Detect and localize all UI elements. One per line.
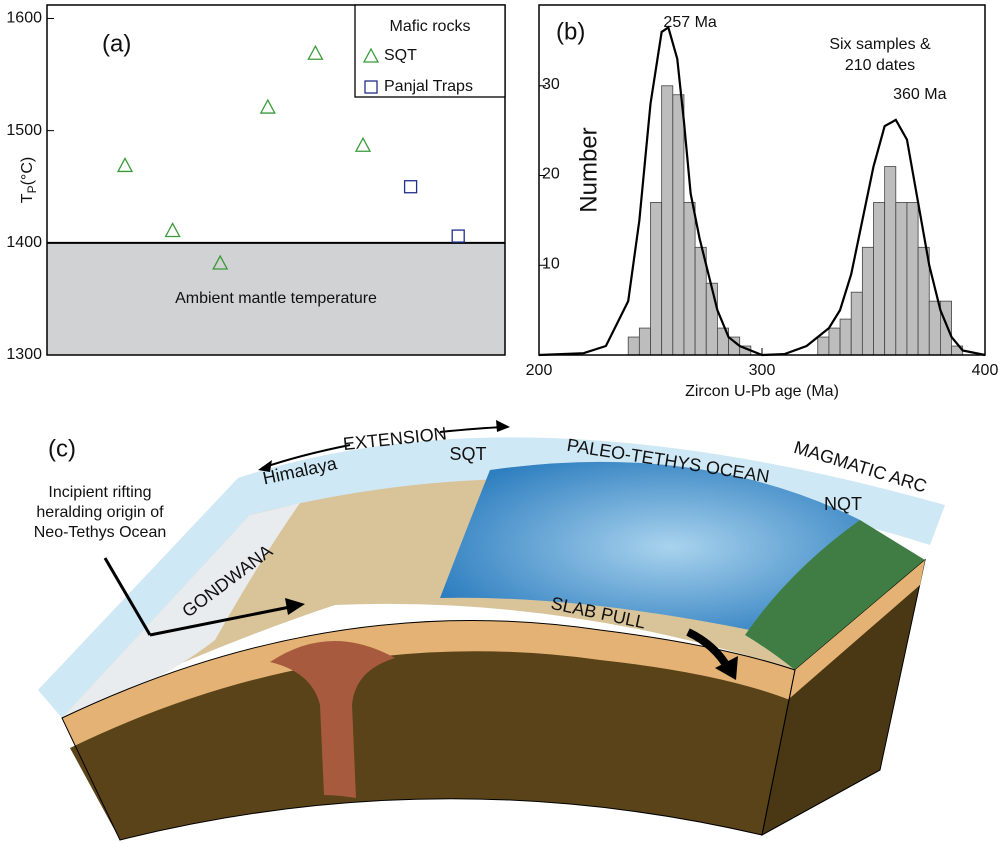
bar <box>896 202 907 355</box>
label: NQT <box>824 494 862 514</box>
legend-label: Panjal Traps <box>384 78 473 95</box>
label: SQT <box>449 444 486 464</box>
note: Neo-Tethys Ocean <box>34 524 167 541</box>
x-tick-label: 300 <box>749 362 776 379</box>
note: heralding origin of <box>36 504 164 521</box>
arrowhead <box>496 420 510 432</box>
panel-label: (c) <box>48 435 76 462</box>
y-tick-label: 1600 <box>6 10 42 27</box>
legend-label: SQT <box>384 47 417 64</box>
bar <box>862 247 873 355</box>
bar <box>885 167 896 355</box>
bar <box>695 247 706 355</box>
y-tick-label: 1400 <box>6 234 42 251</box>
bar <box>651 202 662 355</box>
bar <box>929 301 940 355</box>
bar <box>829 328 840 355</box>
peak-label: 360 Ma <box>893 86 946 103</box>
point <box>308 46 322 59</box>
y-tick-label: 1500 <box>6 122 42 139</box>
point <box>356 138 370 151</box>
bar <box>639 328 650 355</box>
peak-label: 257 Ma <box>663 14 716 31</box>
bar <box>628 337 639 355</box>
y-tick-label: 1300 <box>6 346 42 363</box>
note: Incipient rifting <box>48 484 151 501</box>
y-tick-label: 30 <box>542 76 560 93</box>
y-label-part: (°C) <box>19 157 36 186</box>
bar <box>918 247 929 355</box>
panel-label: (b) <box>556 18 585 45</box>
y-label: Number <box>575 127 602 212</box>
bar <box>818 337 829 355</box>
y-label-part: T <box>19 193 36 203</box>
y-tick-label: 20 <box>542 166 560 183</box>
panel-label: (a) <box>102 30 131 57</box>
bar <box>662 86 673 355</box>
x-tick-label: 400 <box>972 362 999 379</box>
y-label: TP(°C) <box>19 157 39 203</box>
note: Six samples & <box>829 36 931 53</box>
bar <box>684 202 695 355</box>
note: 210 dates <box>845 57 915 74</box>
bar <box>840 319 851 355</box>
bar <box>706 283 717 355</box>
x-label: Zircon U-Pb age (Ma) <box>685 383 839 400</box>
x-tick-label: 200 <box>526 362 553 379</box>
legend-title: Mafic rocks <box>390 18 471 35</box>
point <box>261 100 275 113</box>
point <box>452 230 464 242</box>
bar <box>851 292 862 355</box>
bar <box>874 202 885 355</box>
figure: (c) EXTENSION Himalaya SQT PALEO-TETHYS … <box>0 0 999 843</box>
y-label-part: P <box>25 185 39 193</box>
point <box>405 181 417 193</box>
arrow <box>440 427 505 432</box>
y-tick-label: 10 <box>542 255 560 272</box>
bar <box>940 301 951 355</box>
point <box>118 158 132 171</box>
diagram: (c) EXTENSION Himalaya SQT PALEO-TETHYS … <box>34 420 945 840</box>
reference-label: Ambient mantle temperature <box>175 290 377 307</box>
bar <box>673 95 684 355</box>
bar <box>907 202 918 355</box>
point <box>166 223 180 236</box>
